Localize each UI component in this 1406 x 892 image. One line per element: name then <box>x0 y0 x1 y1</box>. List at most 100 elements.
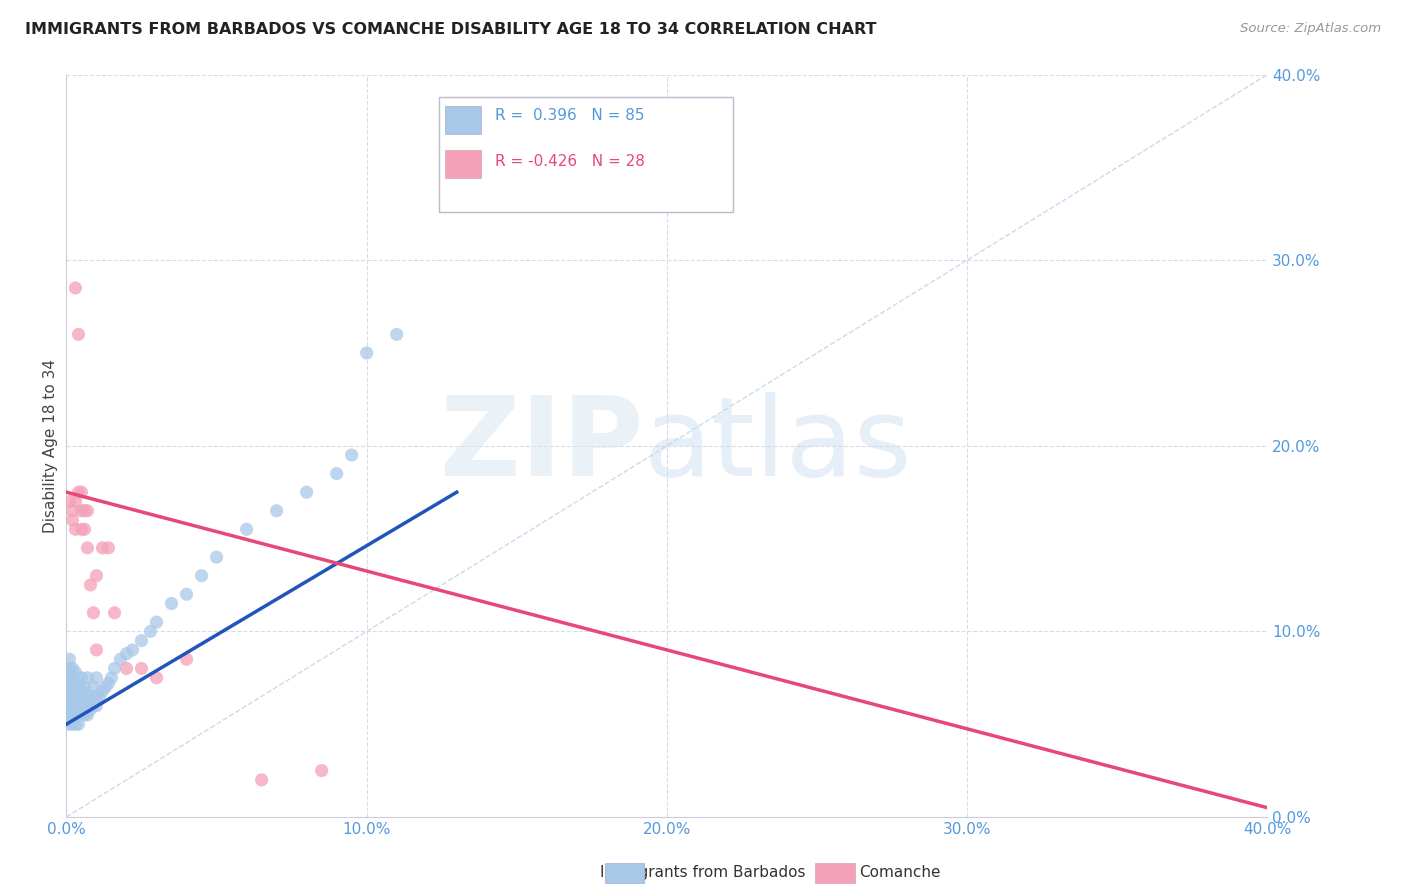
Point <box>190 568 212 582</box>
Point <box>67 717 90 731</box>
Point <box>55 698 77 713</box>
Y-axis label: Disability Age 18 to 34: Disability Age 18 to 34 <box>44 359 58 533</box>
Point <box>86 568 108 582</box>
Point <box>76 707 98 722</box>
Point <box>97 676 120 690</box>
Point <box>65 522 87 536</box>
Point <box>62 698 84 713</box>
Point <box>62 504 84 518</box>
Point <box>76 504 98 518</box>
Point <box>340 448 363 462</box>
Point <box>139 624 162 639</box>
Point <box>110 652 132 666</box>
Point <box>100 671 122 685</box>
Point <box>86 671 108 685</box>
Point <box>58 695 80 709</box>
Point <box>70 683 93 698</box>
Point <box>62 690 84 704</box>
Point <box>89 690 111 704</box>
Point <box>58 652 80 666</box>
Point <box>86 643 108 657</box>
Point <box>55 680 77 694</box>
Text: Source: ZipAtlas.com: Source: ZipAtlas.com <box>1240 22 1381 36</box>
Point <box>55 683 77 698</box>
Point <box>67 690 90 704</box>
Point <box>62 671 84 685</box>
Text: R =  0.396   N = 85: R = 0.396 N = 85 <box>495 108 645 123</box>
Text: R = -0.426   N = 28: R = -0.426 N = 28 <box>495 154 645 169</box>
Point <box>266 504 288 518</box>
Point <box>65 676 87 690</box>
Point <box>58 661 80 675</box>
Text: Immigrants from Barbados: Immigrants from Barbados <box>600 865 806 880</box>
Point <box>73 522 96 536</box>
Point <box>76 690 98 704</box>
Point <box>65 665 87 680</box>
Point <box>115 647 138 661</box>
Point <box>103 661 125 675</box>
Point <box>58 707 80 722</box>
Point <box>65 683 87 698</box>
Point <box>58 698 80 713</box>
Point <box>65 690 87 704</box>
Point <box>67 327 90 342</box>
Point <box>70 671 93 685</box>
Point <box>70 504 93 518</box>
FancyBboxPatch shape <box>444 150 481 178</box>
Point <box>65 494 87 508</box>
Point <box>121 643 143 657</box>
Point <box>58 683 80 698</box>
Point <box>176 587 198 601</box>
Point <box>86 698 108 713</box>
Point <box>65 698 87 713</box>
Point <box>131 661 153 675</box>
Point <box>67 698 90 713</box>
Point <box>145 615 167 629</box>
Point <box>79 702 101 716</box>
FancyBboxPatch shape <box>444 106 481 134</box>
Point <box>82 606 104 620</box>
Point <box>205 550 228 565</box>
Point <box>62 683 84 698</box>
Point <box>385 327 408 342</box>
Point <box>76 698 98 713</box>
Point <box>62 707 84 722</box>
FancyBboxPatch shape <box>439 97 733 212</box>
Point <box>65 707 87 722</box>
Point <box>131 633 153 648</box>
Point <box>73 698 96 713</box>
Point <box>82 698 104 713</box>
Point <box>70 690 93 704</box>
Point <box>58 676 80 690</box>
Point <box>73 680 96 694</box>
Point <box>55 695 77 709</box>
Text: atlas: atlas <box>643 392 911 500</box>
Point <box>325 467 347 481</box>
Point <box>94 680 117 694</box>
Point <box>79 690 101 704</box>
Point <box>97 541 120 555</box>
Point <box>65 281 87 295</box>
Point <box>70 485 93 500</box>
Point <box>55 661 77 675</box>
Point <box>58 494 80 508</box>
Point <box>58 717 80 731</box>
Point <box>91 541 114 555</box>
Point <box>250 772 273 787</box>
Point <box>70 698 93 713</box>
Point <box>176 652 198 666</box>
Point <box>91 683 114 698</box>
Point <box>55 671 77 685</box>
Text: IMMIGRANTS FROM BARBADOS VS COMANCHE DISABILITY AGE 18 TO 34 CORRELATION CHART: IMMIGRANTS FROM BARBADOS VS COMANCHE DIS… <box>25 22 877 37</box>
Point <box>73 504 96 518</box>
Point <box>62 680 84 694</box>
Point <box>76 671 98 685</box>
Text: Comanche: Comanche <box>859 865 941 880</box>
Point <box>70 522 93 536</box>
Point <box>67 485 90 500</box>
Point <box>235 522 257 536</box>
Point <box>55 665 77 680</box>
Point <box>103 606 125 620</box>
Point <box>311 764 333 778</box>
Point <box>58 671 80 685</box>
